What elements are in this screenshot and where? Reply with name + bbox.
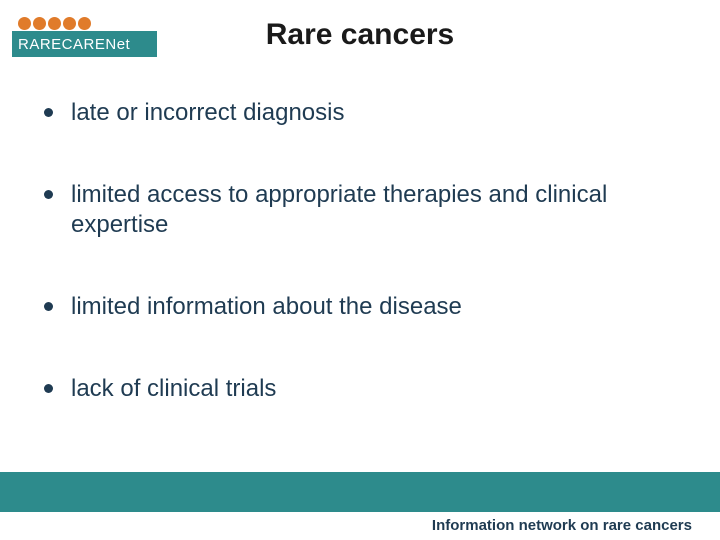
list-item: lack of clinical trials [44,374,680,404]
bullet-text: limited access to appropriate therapies … [71,180,680,240]
bullet-marker-icon [44,302,53,311]
footer-label: Information network on rare cancers [432,517,692,534]
bullet-marker-icon [44,190,53,199]
bullet-text: lack of clinical trials [71,374,276,404]
slide-title: Rare cancers [0,18,720,52]
list-item: limited access to appropriate therapies … [44,180,680,240]
bullet-text: late or incorrect diagnosis [71,98,344,128]
bullet-list: late or incorrect diagnosis limited acce… [44,98,680,456]
bullet-marker-icon [44,384,53,393]
footer-band [0,472,720,512]
list-item: limited information about the disease [44,292,680,322]
bullet-text: limited information about the disease [71,292,462,322]
bullet-marker-icon [44,108,53,117]
list-item: late or incorrect diagnosis [44,98,680,128]
